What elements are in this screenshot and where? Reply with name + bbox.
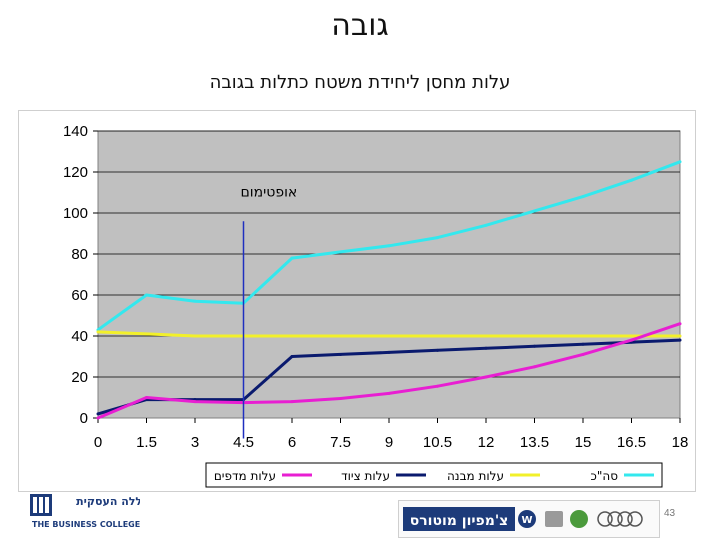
- data-point-2: [484, 346, 488, 350]
- data-point-0: [630, 178, 633, 182]
- svg-text:W: W: [521, 515, 532, 526]
- x-tick-label: 3: [191, 434, 199, 451]
- data-point-1: [630, 334, 633, 338]
- optimum-label: אופטימום: [241, 185, 298, 201]
- x-tick-label: 10.5: [423, 434, 452, 451]
- data-point-3: [484, 375, 488, 379]
- y-tick-label: 140: [63, 123, 88, 140]
- business-college-logo: המכללה העסקית THE BUSINESS COLLEGE: [30, 494, 140, 529]
- data-point-1: [96, 330, 100, 334]
- data-point-3: [339, 397, 342, 401]
- data-point-0: [436, 236, 439, 240]
- data-point-0: [193, 299, 197, 303]
- data-point-1: [145, 332, 148, 336]
- data-point-0: [339, 250, 342, 254]
- data-point-2: [387, 350, 391, 354]
- line-chart: 0 20 40 60 80 100 120 140 0 1.5 3 4.5 6 7.5 9 10.5 12 13.…: [63, 123, 689, 488]
- data-point-3: [581, 352, 585, 356]
- y-tick-label: 120: [63, 164, 88, 181]
- x-tick-label: 12: [478, 434, 495, 451]
- data-point-2: [436, 348, 439, 352]
- data-point-2: [533, 344, 536, 348]
- data-point-2: [581, 342, 585, 346]
- data-point-0: [581, 195, 585, 199]
- x-tick-label: 4.5: [233, 434, 254, 451]
- data-point-3: [145, 396, 148, 399]
- data-point-3: [193, 400, 197, 404]
- x-tick-label: 18: [672, 434, 689, 451]
- dealer-logo-bar: W צ'מפיון מוטורס: [398, 500, 660, 538]
- data-point-0: [145, 293, 148, 297]
- dealer-brand-text: צ'מפיון מוטורס: [410, 513, 509, 529]
- x-tick-label: 13.5: [520, 434, 549, 451]
- college-name-hebrew: המכללה העסקית: [76, 495, 140, 508]
- data-point-1: [387, 334, 391, 338]
- legend-label-2: עלות ציוד: [341, 469, 390, 483]
- x-tick-label: 1.5: [136, 434, 157, 451]
- data-point-0: [290, 256, 294, 260]
- data-point-1: [533, 334, 536, 338]
- x-tick-label: 9: [385, 434, 393, 451]
- college-name-english: THE BUSINESS COLLEGE: [32, 520, 140, 529]
- data-point-1: [581, 334, 585, 338]
- seat-logo: [545, 511, 563, 527]
- data-point-3: [387, 391, 391, 395]
- skoda-logo: [570, 510, 588, 528]
- data-point-3: [436, 384, 439, 388]
- plot-area: [97, 130, 681, 419]
- data-point-1: [290, 334, 294, 338]
- chart-title: עלות מחסן ליחידת משטח כתלות בגובה: [209, 72, 511, 93]
- data-point-3: [290, 400, 294, 404]
- data-point-2: [96, 412, 100, 416]
- data-point-1: [678, 334, 682, 338]
- y-tick-label: 40: [71, 328, 88, 345]
- audi-logo: [597, 511, 613, 527]
- y-tick-label: 60: [71, 287, 88, 304]
- data-point-0: [387, 244, 391, 248]
- data-point-3: [678, 322, 682, 326]
- y-tick-label: 100: [63, 205, 88, 222]
- data-point-3: [533, 365, 536, 369]
- x-tick-label: 15: [575, 434, 592, 451]
- data-point-0: [533, 209, 536, 213]
- legend-label-3: עלות מדפים: [214, 469, 276, 483]
- legend-label-1: עלות מבנה: [447, 469, 504, 483]
- x-tick-label: 7.5: [330, 434, 351, 451]
- x-tick-label: 6: [288, 434, 296, 451]
- data-point-1: [436, 334, 439, 338]
- data-point-2: [339, 352, 342, 356]
- data-point-2: [290, 355, 294, 358]
- vw-logo: [518, 510, 536, 528]
- data-point-3: [630, 338, 633, 342]
- slide-title: גובה: [331, 8, 389, 43]
- y-tick-label: 80: [71, 246, 88, 263]
- data-point-2: [678, 338, 682, 342]
- data-point-1: [193, 334, 197, 338]
- x-tick-label: 0: [94, 434, 102, 451]
- legend-label-0: סה"כ: [591, 469, 619, 483]
- data-point-1: [484, 334, 488, 338]
- y-tick-label: 20: [71, 369, 88, 386]
- chart-frame: 0 20 40 60 80 100 120 140 0 1.5 3 4.5 6 7.5 9 10.5 12 13.…: [18, 110, 696, 492]
- data-point-3: [96, 416, 100, 420]
- data-point-1: [339, 334, 342, 338]
- y-tick-label: 0: [80, 410, 88, 427]
- slide-number: 43: [664, 508, 676, 519]
- data-point-0: [678, 160, 682, 164]
- x-tick-label: 16.5: [617, 434, 646, 451]
- data-point-0: [484, 223, 488, 227]
